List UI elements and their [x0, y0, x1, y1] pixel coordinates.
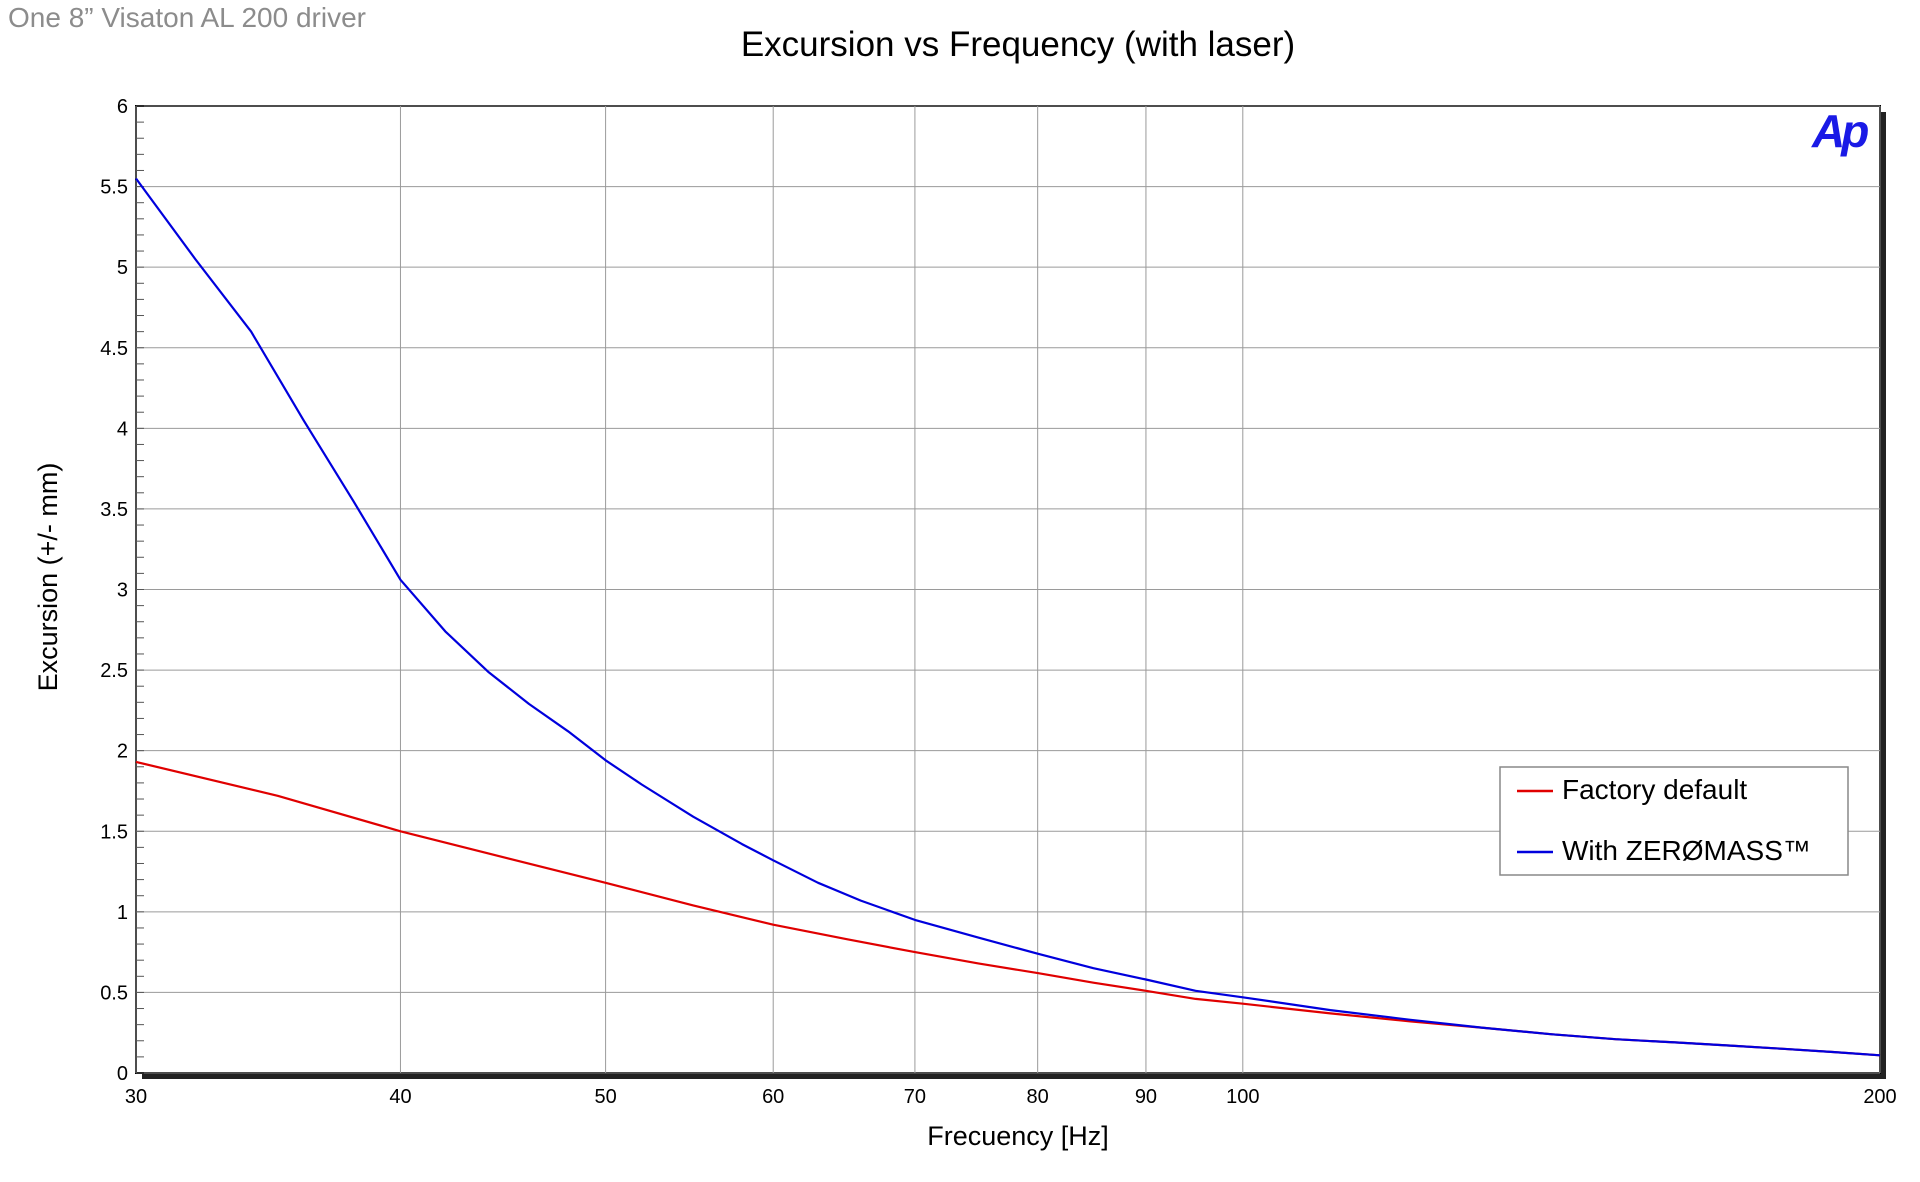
y-axis: 0 0.5 1 1.5 2 2.5 3 3.5 4 4.5 5 5.5 6 — [100, 96, 128, 1085]
x-tick-label: 80 — [1027, 1086, 1049, 1108]
y-tick-label: 4.5 — [100, 338, 128, 360]
x-tick-label: 40 — [389, 1086, 411, 1108]
x-axis-label: Frecuency [Hz] — [927, 1121, 1109, 1151]
x-tick-label: 90 — [1135, 1086, 1157, 1108]
legend: Factory default With ZERØMASS™ — [1499, 766, 1849, 876]
x-tick-label: 200 — [1863, 1086, 1896, 1108]
y-tick-label: 1 — [117, 902, 128, 924]
x-tick-label: 30 — [125, 1086, 147, 1108]
y-tick-label: 6 — [117, 96, 128, 118]
series — [135, 177, 1881, 1057]
y-tick-label: 1.5 — [100, 821, 128, 843]
legend-box — [1499, 766, 1849, 876]
y-tick-label: 2.5 — [100, 660, 128, 682]
y-tick-label: 0.5 — [100, 982, 128, 1004]
series-zeromass — [135, 177, 1881, 1057]
y-tick-label: 4 — [117, 418, 128, 440]
y-tick-label: 3.5 — [100, 499, 128, 521]
x-axis: 30 40 50 60 70 80 90 100 200 — [125, 1086, 1897, 1108]
y-tick-label: 5 — [117, 257, 128, 279]
x-tick-label: 60 — [762, 1086, 784, 1108]
x-tick-label: 70 — [904, 1086, 926, 1108]
y-tick-label: 2 — [117, 741, 128, 763]
corner-label: One 8” Visaton AL 200 driver — [8, 2, 366, 33]
legend-label-factory-default: Factory default — [1562, 774, 1747, 805]
legend-label-zeromass: With ZERØMASS™ — [1562, 835, 1811, 866]
y-axis-label: Excursion (+/- mm) — [33, 463, 63, 692]
chart-title: Excursion vs Frequency (with laser) — [741, 25, 1295, 64]
ap-logo: Ap — [1811, 105, 1868, 157]
x-tick-label: 50 — [594, 1086, 616, 1108]
y-tick-label: 3 — [117, 580, 128, 602]
grid-lines — [135, 105, 1881, 1074]
y-tick-label: 0 — [117, 1063, 128, 1085]
y-tick-label: 5.5 — [100, 177, 128, 199]
x-tick-label: 100 — [1226, 1086, 1259, 1108]
